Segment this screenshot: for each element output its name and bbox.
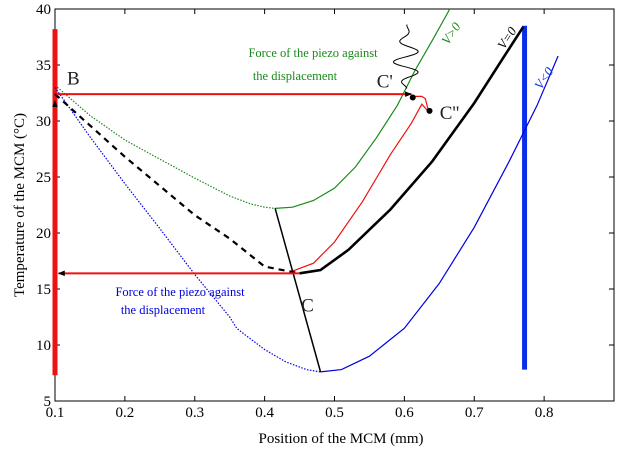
x-tick-label: 0.1 [46,405,65,421]
series-blue-dotted [54,87,321,373]
y-tick-label: 40 [36,2,51,18]
x-tick-label: 0.8 [535,405,554,421]
y-tick-label: 30 [36,114,51,130]
y-axis-label: Temperature of the MCM (°C) [12,113,28,297]
y-tick-label: 20 [36,226,51,242]
C-prime-marker [409,94,416,101]
x-tick-label: 0.5 [325,405,344,421]
y-tick-label: 25 [36,170,51,186]
x-tick-label: 0.2 [116,405,135,421]
point-label-C-double-prime: C'' [440,103,460,124]
series-black-dashed [54,93,300,275]
blue-annotation-line2: the displacement [121,303,206,317]
cycle-arrows [52,24,419,277]
y-tick-label: 5 [44,394,52,410]
point-label-C-prime: C' [377,71,393,92]
x-axis-label: Position of the MCM (mm) [258,431,423,447]
series-green-dotted [54,84,276,209]
series-blue-solid [320,55,559,373]
green-annotation-line2: the displacement [253,69,338,83]
x-tick-label: 0.3 [185,405,204,421]
blue-annotation-line1: Force of the piezo against [115,285,245,299]
x-tick-label: 0.6 [395,405,414,421]
y-tick-label: 15 [36,282,51,298]
axes: 0.1 0.2 0.3 0.4 0.5 0.6 0.7 0.8 5 10 15 20 25 30 35 40 [36,2,615,421]
point-label-C: C [301,295,314,316]
series-layer [54,8,559,373]
series-black-solid [299,26,525,275]
point-label-B: B [67,69,80,90]
transition-line [274,208,322,373]
green-annotation-line1: Force of the piezo against [248,46,378,60]
x-tick-label: 0.7 [465,405,484,421]
series-label-black: V=0 [494,24,519,52]
oscillation-glyph [392,24,419,89]
series-green-solid [275,8,451,209]
x-tick-label: 0.4 [255,405,274,421]
y-tick-label: 35 [36,58,51,74]
y-tick-label: 10 [36,338,51,354]
series-red-solid [292,95,430,272]
C-double-prime-marker [426,107,433,114]
plot-frame [54,8,615,402]
